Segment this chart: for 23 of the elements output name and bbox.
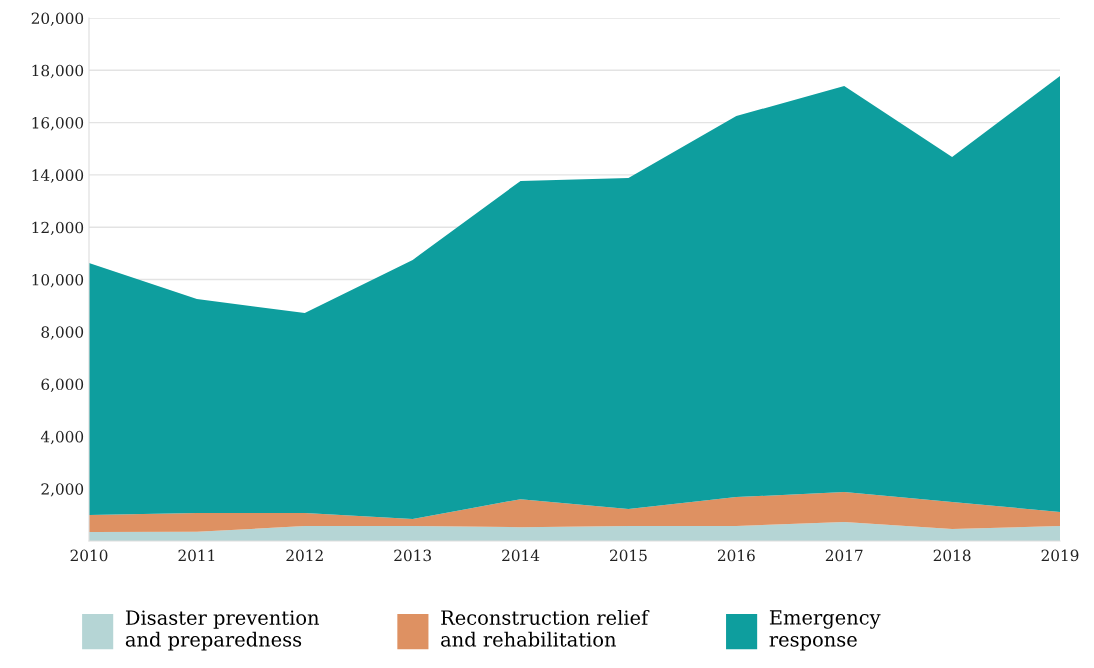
y-tick-label: 8,000	[41, 326, 84, 340]
y-tick-label: 12,000	[32, 221, 84, 236]
x-tick-label: 2014	[502, 549, 540, 562]
y-tick-label: 14,000	[32, 169, 84, 183]
x-tick-label: 2012	[286, 549, 323, 562]
legend-label: Reconstruction relief and rehabilitation	[441, 609, 650, 647]
legend-label: Disaster prevention and preparedness	[125, 610, 320, 651]
x-tick-label: 2019	[1041, 549, 1079, 562]
x-tick-label: 2018	[933, 549, 971, 562]
x-tick-label: 2010	[70, 549, 108, 562]
y-tick-label: 2,000	[41, 483, 84, 497]
legend-label: Emergency response	[769, 610, 881, 651]
x-tick-label: 2015	[610, 549, 647, 562]
x-tick-label: 2016	[717, 549, 755, 562]
x-tick-label: 2011	[178, 549, 215, 562]
y-tick-label: 10,000	[32, 273, 84, 288]
y-tick-label: 20,000	[31, 12, 84, 26]
y-tick-label: 16,000	[32, 117, 84, 131]
x-tick-label: 2013	[394, 549, 431, 562]
x-tick-label: 2017	[825, 549, 863, 562]
y-tick-label: 18,000	[32, 64, 84, 79]
y-tick-label: 6,000	[41, 378, 84, 392]
y-tick-label: 4,000	[40, 430, 84, 445]
